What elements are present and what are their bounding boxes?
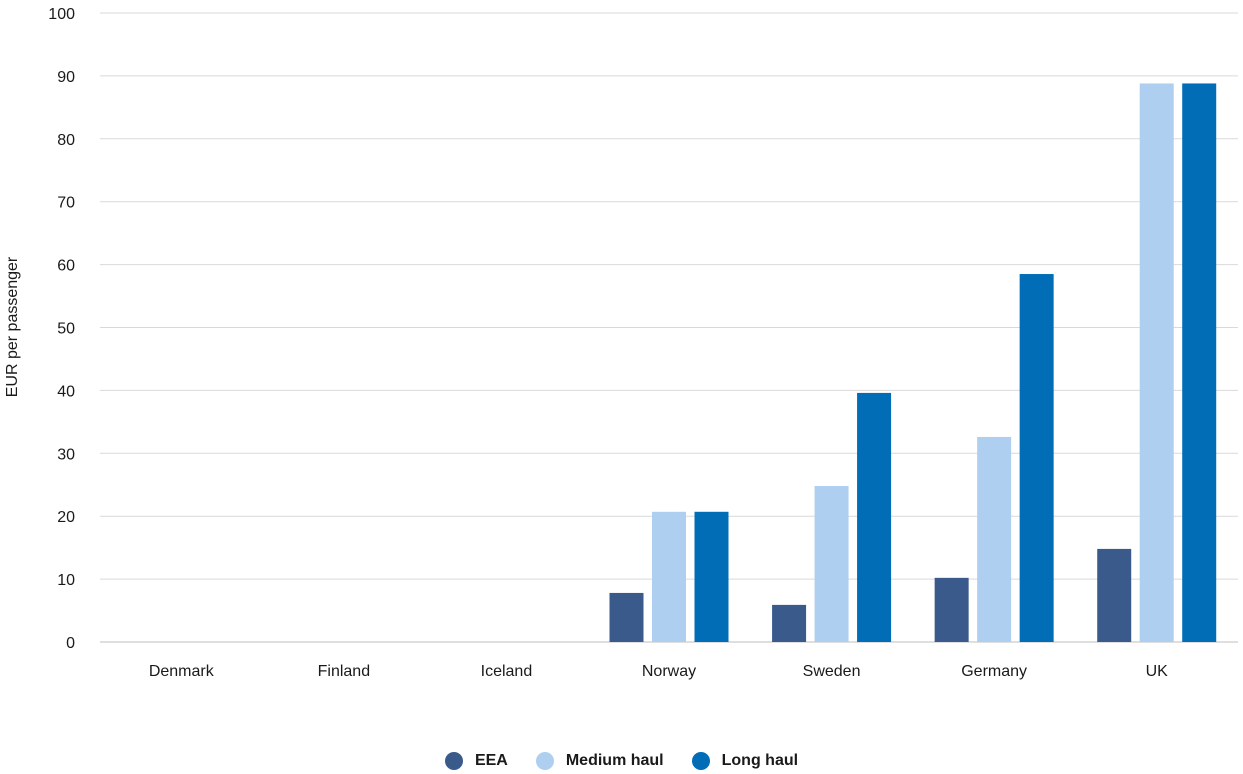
bar-long-haul-uk: [1182, 83, 1217, 642]
x-axis-ticks: Denmark Finland Iceland Norway Sweden Germany…: [149, 663, 1168, 680]
y-axis-ticks: 0 10 20 30 40 50 60 70 80 90 100: [48, 6, 75, 652]
bar-medium-haul-germany: [977, 436, 1012, 642]
bar-long-haul-sweden: [857, 392, 892, 642]
x-tick-label: Sweden: [803, 663, 861, 680]
bar-eea-germany: [934, 577, 969, 642]
x-tick-label: Finland: [318, 663, 370, 680]
x-tick-label: Denmark: [149, 663, 215, 680]
y-tick-label: 70: [57, 195, 75, 212]
bar-medium-haul-uk: [1139, 83, 1174, 642]
bar-eea-sweden: [772, 604, 807, 642]
y-tick-label: 30: [57, 446, 75, 463]
y-tick-label: 90: [57, 69, 75, 86]
bar-medium-haul-sweden: [814, 486, 849, 642]
x-tick-label: Iceland: [481, 663, 533, 680]
legend-item: Long haul: [691, 752, 799, 770]
x-tick-label: UK: [1146, 663, 1169, 680]
y-tick-label: 80: [57, 132, 75, 149]
bar-long-haul-norway: [694, 511, 729, 642]
bar-eea-norway: [609, 592, 644, 642]
y-tick-label: 10: [57, 572, 75, 589]
y-tick-label: 100: [48, 6, 75, 23]
gridlines: [100, 12, 1238, 643]
legend-label: Long haul: [721, 752, 799, 769]
y-tick-label: 40: [57, 383, 75, 400]
legend: EEA Medium haul Long haul: [0, 748, 1243, 774]
bar-eea-uk: [1097, 548, 1132, 642]
y-axis-title: EUR per passenger: [4, 256, 21, 397]
y-tick-label: 0: [66, 635, 75, 652]
legend-item: Medium haul: [535, 752, 664, 770]
y-tick-label: 60: [57, 258, 75, 275]
legend-swatch: [535, 752, 554, 770]
x-tick-label: Germany: [961, 663, 1027, 680]
bars: [609, 83, 1217, 642]
bar-medium-haul-norway: [652, 511, 686, 642]
legend-label: EEA: [474, 752, 508, 769]
bar-long-haul-germany: [1019, 274, 1054, 642]
legend-swatch: [691, 752, 710, 770]
chart: 0 10 20 30 40 50 60 70 80 90 100 Denmark Finland Ice…: [4, 6, 1238, 680]
y-tick-label: 50: [57, 321, 75, 338]
y-tick-label: 20: [57, 509, 75, 526]
legend-label: Medium haul: [565, 752, 664, 769]
legend-swatch: [444, 752, 463, 770]
legend-item: EEA: [444, 752, 508, 770]
x-tick-label: Norway: [642, 663, 696, 680]
